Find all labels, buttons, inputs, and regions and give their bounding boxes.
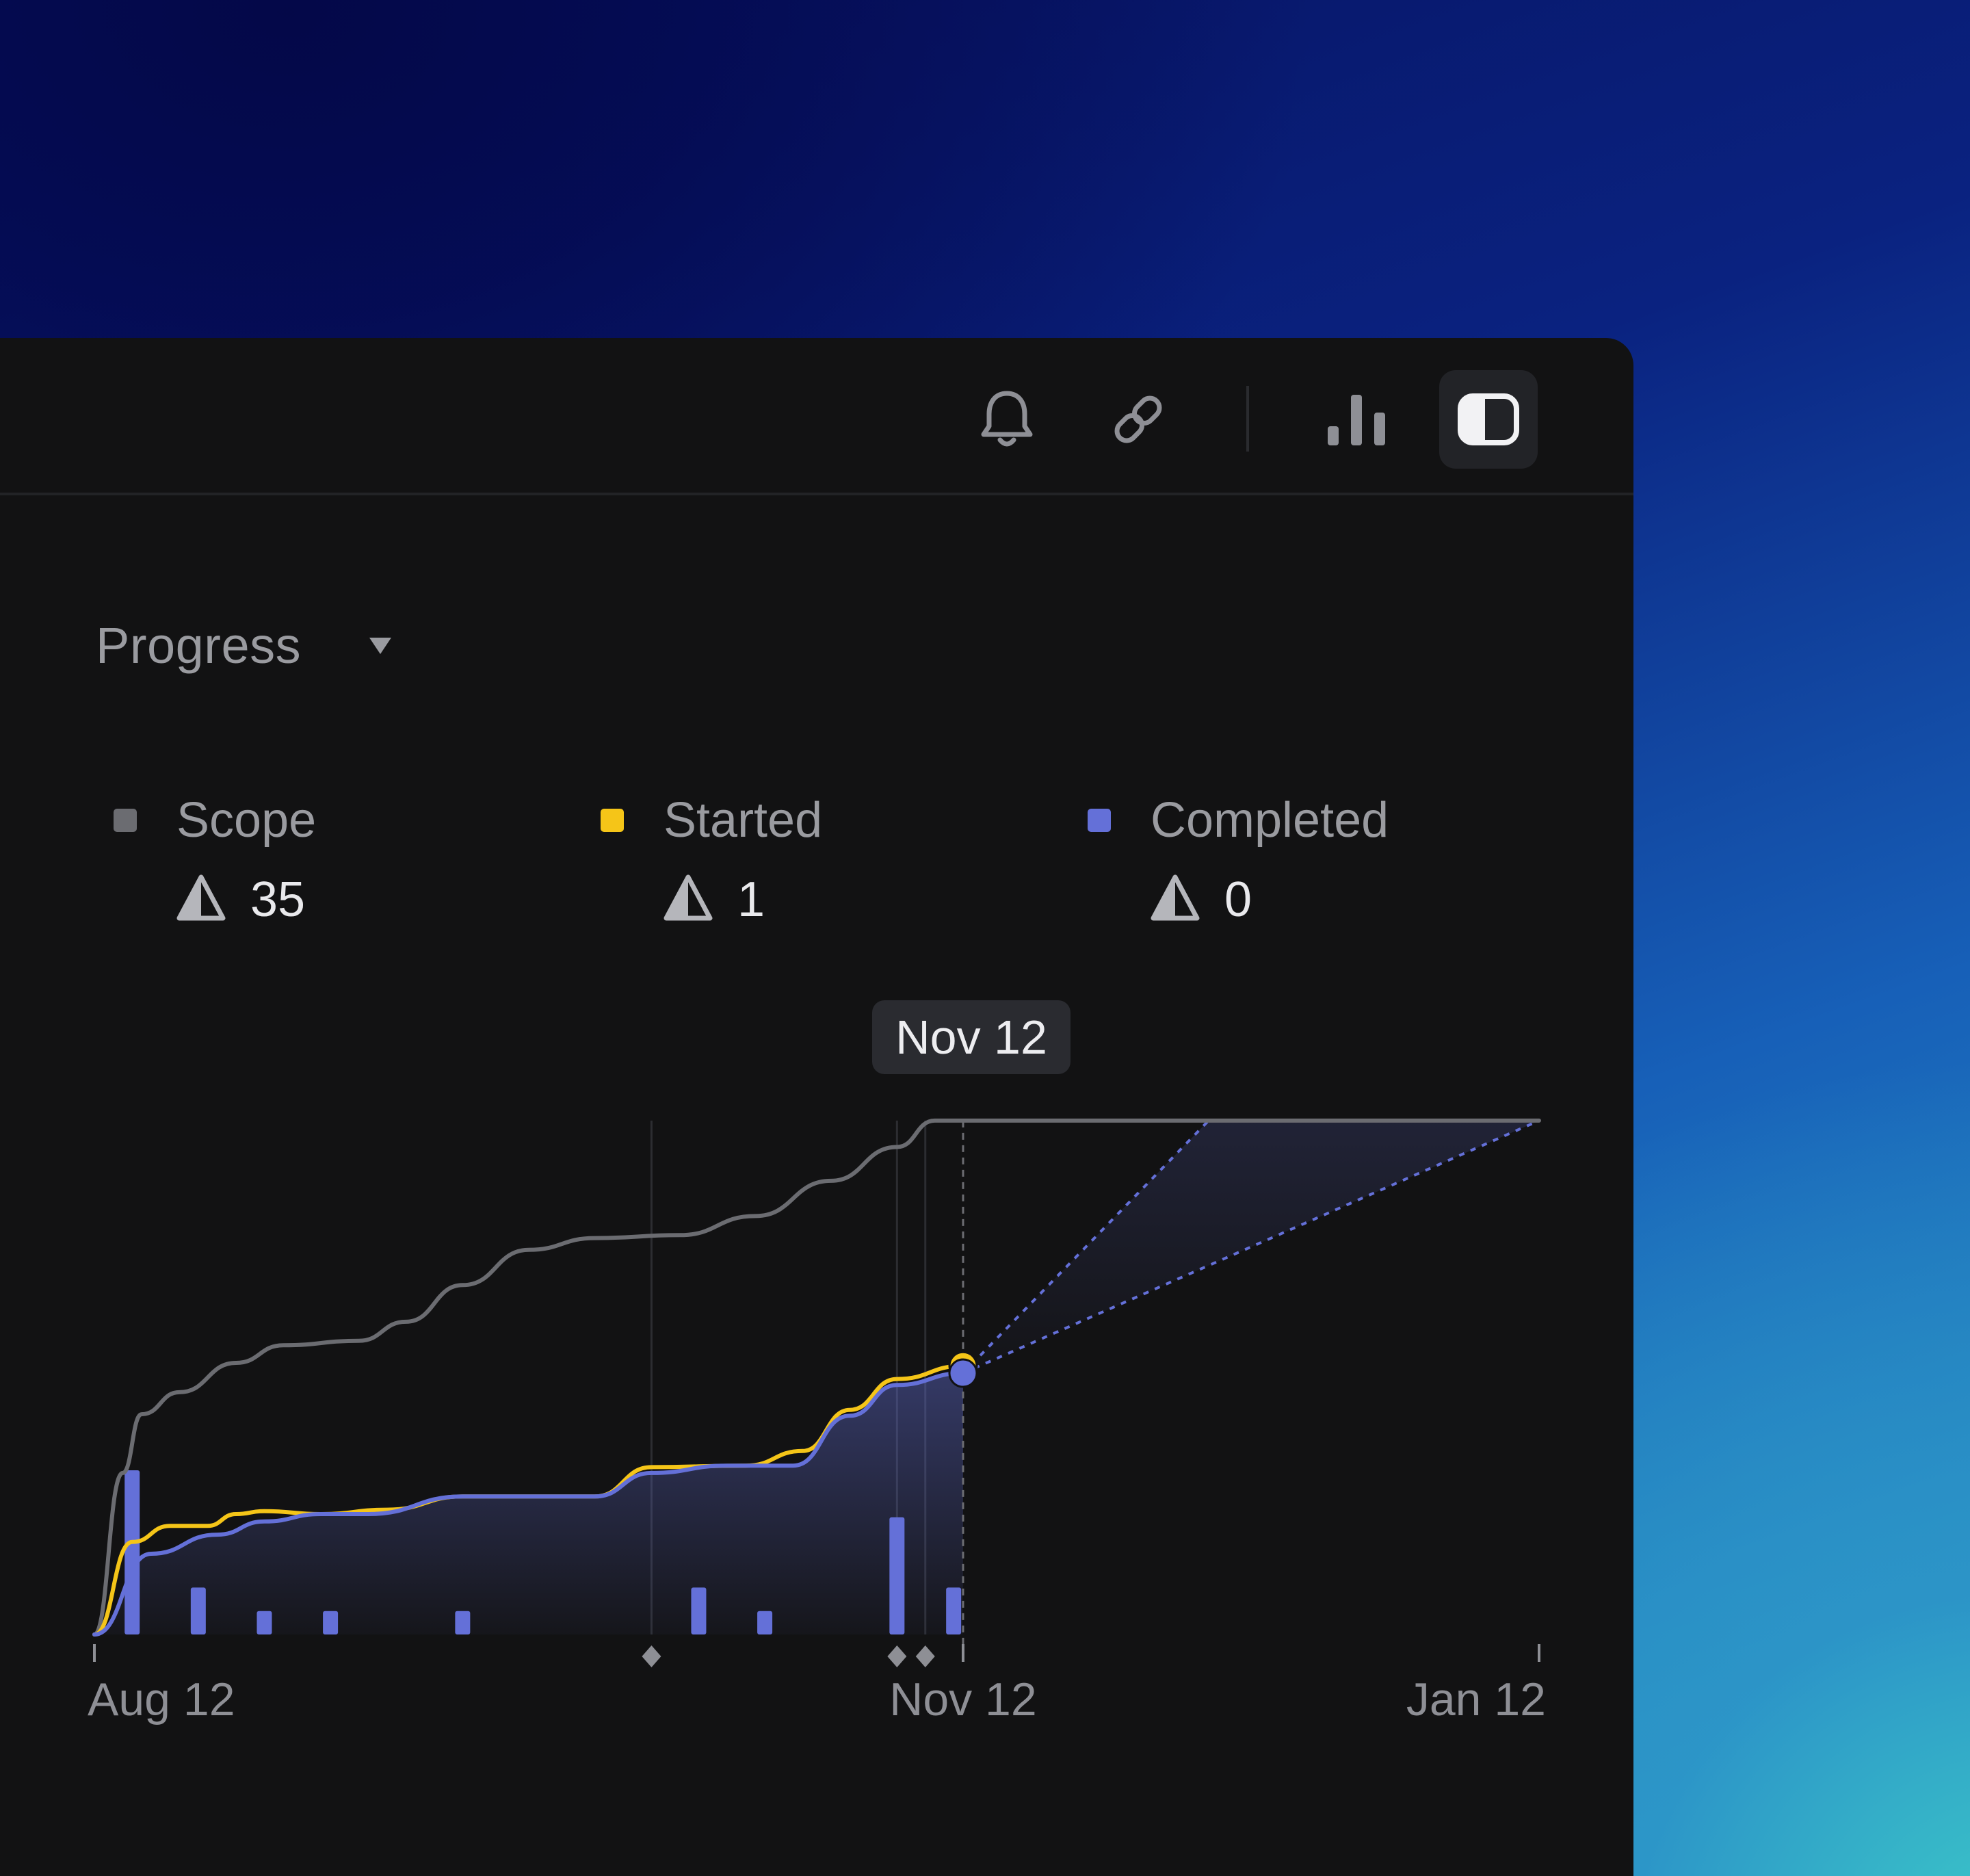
daily-bar [257,1611,272,1634]
legend-label: Scope [176,793,317,848]
milestone-diamond-icon [642,1645,661,1667]
panel-toolbar [0,338,1633,495]
completed-point [948,1358,978,1388]
daily-bar [946,1587,962,1634]
bell-icon [981,391,1033,447]
toggle-sidebar-button[interactable] [1439,370,1538,469]
project-panel: Progress Scope 35 Started 1 Completed [0,338,1633,1876]
daily-bar [691,1587,707,1634]
estimate-icon [1151,874,1200,921]
projection-line [962,1119,1540,1375]
completed-line [92,1371,965,1637]
daily-bar [757,1611,773,1634]
legend-completed: Completed 0 [1088,783,1498,961]
legend-scope: Scope 35 [114,783,524,961]
estimate-icon [664,874,713,921]
estimate-icon [176,874,226,921]
insights-button[interactable] [1308,370,1406,469]
legend-label: Started [664,793,823,848]
progress-chart: Aug 12 Nov 12 Jan 12 [88,1118,1546,1725]
toolbar-divider [1246,386,1249,452]
progress-title[interactable]: Progress [96,617,302,674]
link-icon [1114,395,1162,443]
daily-bar [889,1517,905,1634]
legend-started: Started 1 [601,783,1011,961]
notifications-button[interactable] [958,370,1056,469]
scope-line [92,1118,1541,1637]
daily-bar [455,1611,471,1634]
sidebar-toggle-icon [1458,393,1519,445]
copy-link-button[interactable] [1089,370,1187,469]
date-tooltip: Nov 12 [872,1000,1071,1074]
legend-value: 0 [1224,872,1252,927]
x-tick-label: Nov 12 [889,1673,1036,1725]
legend-value: 1 [737,872,765,927]
legend-value: 35 [250,872,306,927]
started-line [92,1364,965,1637]
caret-down-icon[interactable] [367,632,394,660]
bar-chart-icon [1328,395,1385,445]
daily-bar [323,1611,339,1634]
x-tick-label: Jan 12 [1406,1673,1546,1725]
daily-bar [124,1470,140,1634]
legend-label: Completed [1151,793,1389,848]
daily-bar [190,1587,206,1634]
projection-area [962,1120,1539,1374]
legend-swatch [601,809,624,832]
x-tick-label: Aug 12 [88,1673,235,1725]
started-point [948,1351,978,1381]
milestone-diamond-icon [887,1645,907,1667]
milestone-diamond-icon [915,1645,935,1667]
legend-swatch [114,809,137,832]
legend-swatch [1088,809,1111,832]
completed-area [94,1373,963,1634]
projection-line [962,1119,1210,1375]
